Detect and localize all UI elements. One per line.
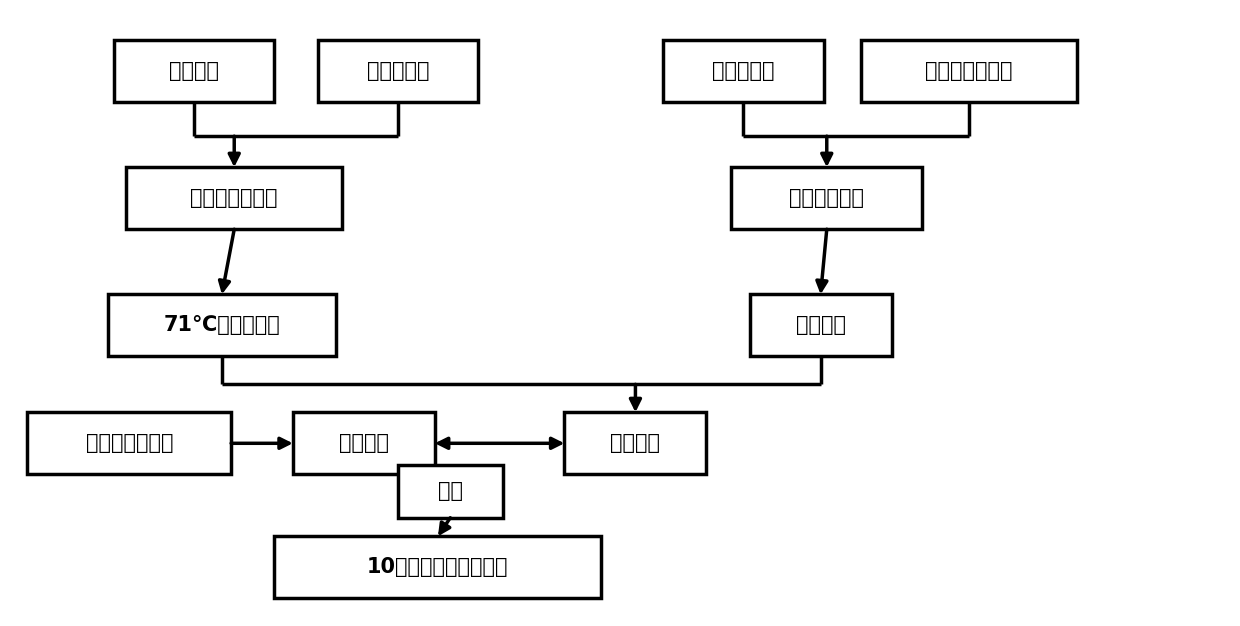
Bar (732, 167, 923, 229)
Bar (274, 536, 601, 598)
Text: 反应活化能: 反应活化能 (712, 61, 775, 81)
Bar (293, 413, 435, 475)
Text: 热爆炸理论: 热爆炸理论 (367, 61, 429, 81)
Text: 最大热流: 最大热流 (339, 433, 389, 453)
Text: 临界热流: 临界热流 (610, 433, 661, 453)
Bar (114, 40, 274, 102)
Text: 试验时间: 试验时间 (796, 316, 846, 336)
Bar (108, 294, 336, 356)
Text: 比较: 比较 (438, 481, 463, 501)
Text: 10年贮存期内的安定性: 10年贮存期内的安定性 (367, 557, 508, 577)
Text: 等温微量热实验: 等温微量热实验 (86, 433, 174, 453)
Text: 反应机理: 反应机理 (169, 61, 219, 81)
Bar (317, 40, 479, 102)
Text: 等温反应动力学: 等温反应动力学 (925, 61, 1013, 81)
Bar (861, 40, 1076, 102)
Text: 71℃下临界热流: 71℃下临界热流 (164, 316, 280, 336)
Bar (126, 167, 342, 229)
Bar (27, 413, 231, 475)
Bar (750, 294, 892, 356)
Text: 时温等效关系: 时温等效关系 (790, 188, 864, 208)
Text: 热爆炸判据模拟: 热爆炸判据模拟 (191, 188, 278, 208)
Bar (398, 465, 502, 518)
Bar (564, 413, 707, 475)
Bar (663, 40, 823, 102)
